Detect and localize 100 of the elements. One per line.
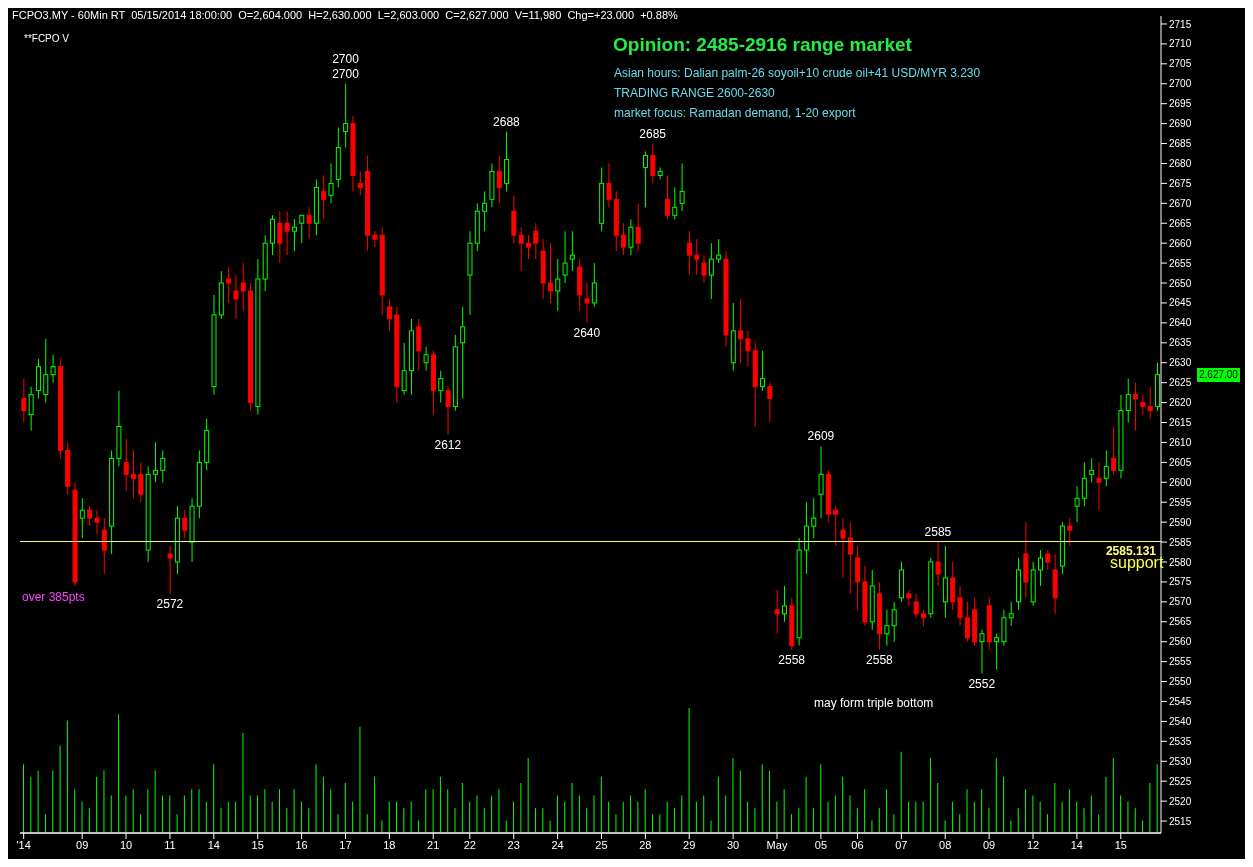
candlestick bbox=[591, 262, 597, 308]
y-tick-label: 2615 bbox=[1169, 417, 1192, 429]
y-tick-label: 2595 bbox=[1169, 496, 1192, 508]
candlestick bbox=[664, 174, 670, 220]
y-tick-label: 2625 bbox=[1169, 377, 1192, 389]
annotation: 2685 bbox=[639, 126, 667, 141]
y-tick-label: 2640 bbox=[1169, 317, 1192, 329]
candlestick bbox=[994, 633, 1000, 671]
y-tick-label: 2580 bbox=[1169, 556, 1192, 568]
candlestick bbox=[152, 441, 158, 483]
candlestick bbox=[621, 222, 627, 256]
y-tick-label: 2570 bbox=[1169, 596, 1192, 608]
y-tick-label: 2550 bbox=[1169, 676, 1192, 688]
candlestick bbox=[950, 561, 956, 611]
candlestick bbox=[511, 194, 517, 244]
y-tick-label: 2675 bbox=[1169, 177, 1192, 189]
x-tick-label: May bbox=[766, 838, 788, 851]
candlestick bbox=[182, 509, 188, 539]
candlestick bbox=[518, 226, 524, 272]
x-tick-label: 11 bbox=[164, 838, 176, 851]
y-tick-label: 2575 bbox=[1169, 576, 1192, 588]
candlestick bbox=[942, 545, 948, 619]
y-tick-label: 2710 bbox=[1169, 38, 1192, 50]
candlestick bbox=[21, 378, 27, 424]
annotation: 2612 bbox=[434, 437, 462, 452]
candlestick bbox=[372, 230, 378, 248]
x-tick-label: 14 bbox=[1070, 838, 1084, 851]
candlestick bbox=[1045, 549, 1051, 571]
candlestick bbox=[131, 449, 137, 499]
candlestick bbox=[803, 501, 809, 575]
candlestick bbox=[1140, 394, 1146, 416]
candlestick bbox=[679, 162, 685, 212]
candlestick bbox=[672, 186, 678, 220]
candlestick bbox=[1081, 461, 1087, 507]
candlestick bbox=[50, 354, 56, 384]
candlestick bbox=[1096, 461, 1102, 511]
candlestick bbox=[701, 254, 707, 284]
annotation: 2552 bbox=[968, 677, 996, 692]
candlestick bbox=[87, 505, 93, 527]
candlestick bbox=[79, 497, 85, 539]
y-tick-label: 2685 bbox=[1169, 138, 1192, 150]
x-tick-label: 16 bbox=[295, 838, 308, 851]
y-tick-label: 2690 bbox=[1169, 118, 1192, 130]
candlestick bbox=[43, 338, 49, 404]
y-tick-label: 2680 bbox=[1169, 158, 1192, 170]
candlestick bbox=[884, 609, 890, 647]
candlestick bbox=[767, 382, 773, 424]
candlestick bbox=[935, 541, 941, 587]
candlestick bbox=[357, 170, 363, 196]
candlestick bbox=[138, 461, 144, 503]
candlestick bbox=[708, 242, 714, 300]
y-tick-label: 2620 bbox=[1169, 397, 1192, 409]
y-tick-label: 2555 bbox=[1169, 656, 1192, 668]
candlestick bbox=[782, 585, 787, 623]
candlestick bbox=[284, 210, 290, 256]
candlestick bbox=[270, 214, 276, 256]
candlestick bbox=[306, 206, 312, 240]
y-tick-label: 2635 bbox=[1169, 337, 1192, 349]
y-tick-label: 2605 bbox=[1169, 456, 1192, 468]
text: 2,627.00 bbox=[1197, 367, 1240, 382]
y-tick-label: 2650 bbox=[1169, 277, 1192, 289]
candlestick bbox=[855, 545, 861, 611]
y-tick-label: 2670 bbox=[1169, 197, 1192, 209]
candlestick bbox=[482, 190, 488, 232]
candlestick bbox=[387, 298, 393, 332]
annotation: over 385pts bbox=[22, 590, 85, 604]
text: Opinion: 2485-2916 range market bbox=[613, 34, 912, 56]
x-tick-label: 17 bbox=[339, 838, 352, 851]
candlestick bbox=[35, 358, 41, 400]
candlestick bbox=[328, 162, 334, 204]
candlestick bbox=[160, 449, 166, 483]
annotation: Asian hours: Dalian palm-26 soyoil+10 crude oil+41 USD/MYR 3.230 bbox=[614, 65, 981, 82]
candlestick bbox=[233, 274, 239, 320]
candlestick bbox=[635, 202, 641, 252]
annotation: 2572 bbox=[156, 597, 184, 612]
x-tick-label: 10 bbox=[119, 838, 133, 851]
x-tick-label: 08 bbox=[939, 838, 952, 851]
candlestick bbox=[547, 242, 553, 304]
candlestick bbox=[650, 143, 656, 184]
candlestick bbox=[423, 346, 429, 372]
chart-title: **FCPO V bbox=[24, 33, 70, 44]
candlestick bbox=[891, 601, 897, 643]
candlestick bbox=[28, 386, 34, 431]
y-tick-label: 2610 bbox=[1169, 436, 1192, 448]
annotation: market focus: Ramadan demand, 1-20 export bbox=[614, 105, 857, 122]
y-tick-label: 2705 bbox=[1169, 58, 1192, 70]
candlestick bbox=[1133, 382, 1139, 431]
candlestick bbox=[1103, 449, 1109, 487]
x-tick-label: 23 bbox=[507, 838, 520, 851]
y-tick-label: 2700 bbox=[1169, 78, 1192, 90]
x-tick-label: 30 bbox=[727, 838, 740, 851]
x-tick-label: 25 bbox=[595, 838, 608, 851]
y-tick-label: 2540 bbox=[1169, 715, 1192, 727]
y-tick-label: 2645 bbox=[1169, 297, 1192, 309]
candlestick bbox=[643, 151, 649, 208]
candlestick bbox=[240, 262, 246, 312]
candlestick bbox=[957, 585, 963, 627]
y-tick-label: 2530 bbox=[1169, 755, 1192, 767]
x-tick-label: 12 bbox=[1026, 838, 1040, 851]
y-tick-label: 2665 bbox=[1169, 217, 1192, 229]
